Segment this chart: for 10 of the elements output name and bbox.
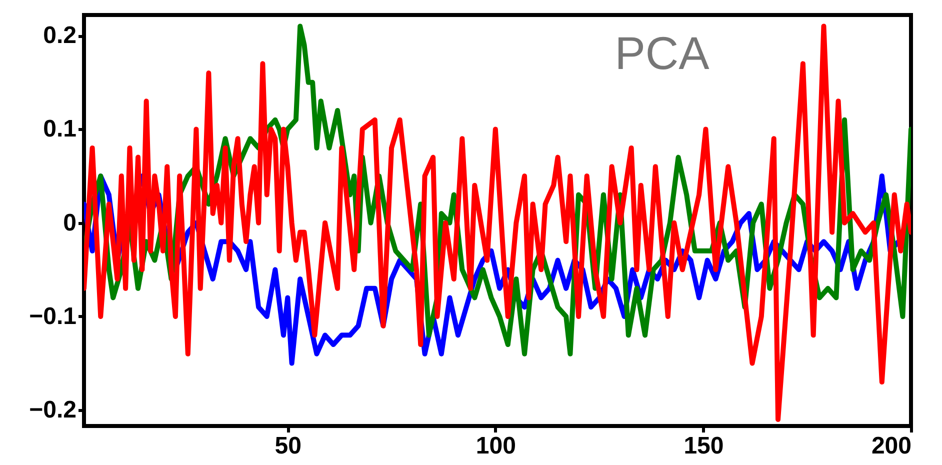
y-tick-label: 0	[63, 209, 76, 236]
annotation: PCA	[614, 27, 710, 79]
y-tick-label: 0.1	[43, 116, 76, 143]
x-tick-label: 150	[684, 432, 724, 460]
y-tick-label: −0.2	[29, 396, 76, 424]
x-tick-label: 50	[274, 432, 302, 460]
y-tick-label: −0.1	[29, 302, 76, 330]
x-tick-label: 100	[476, 432, 516, 460]
x-tick-label: 200	[871, 432, 912, 460]
y-tick-label: 0.2	[43, 22, 76, 50]
